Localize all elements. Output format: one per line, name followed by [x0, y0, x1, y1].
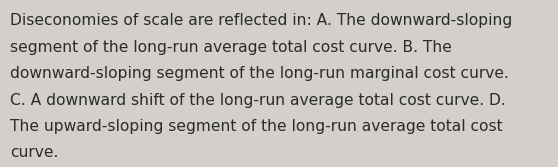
Text: The upward-sloping segment of the long-run average total cost: The upward-sloping segment of the long-r… — [10, 119, 503, 134]
Text: C. A downward shift of the long-run average total cost curve. D.: C. A downward shift of the long-run aver… — [10, 93, 506, 108]
Text: Diseconomies of scale are reflected in: A. The downward-sloping: Diseconomies of scale are reflected in: … — [10, 13, 512, 28]
Text: downward-sloping segment of the long-run marginal cost curve.: downward-sloping segment of the long-run… — [10, 66, 509, 81]
Text: curve.: curve. — [10, 145, 59, 160]
Text: segment of the long-run average total cost curve. B. The: segment of the long-run average total co… — [10, 40, 452, 55]
